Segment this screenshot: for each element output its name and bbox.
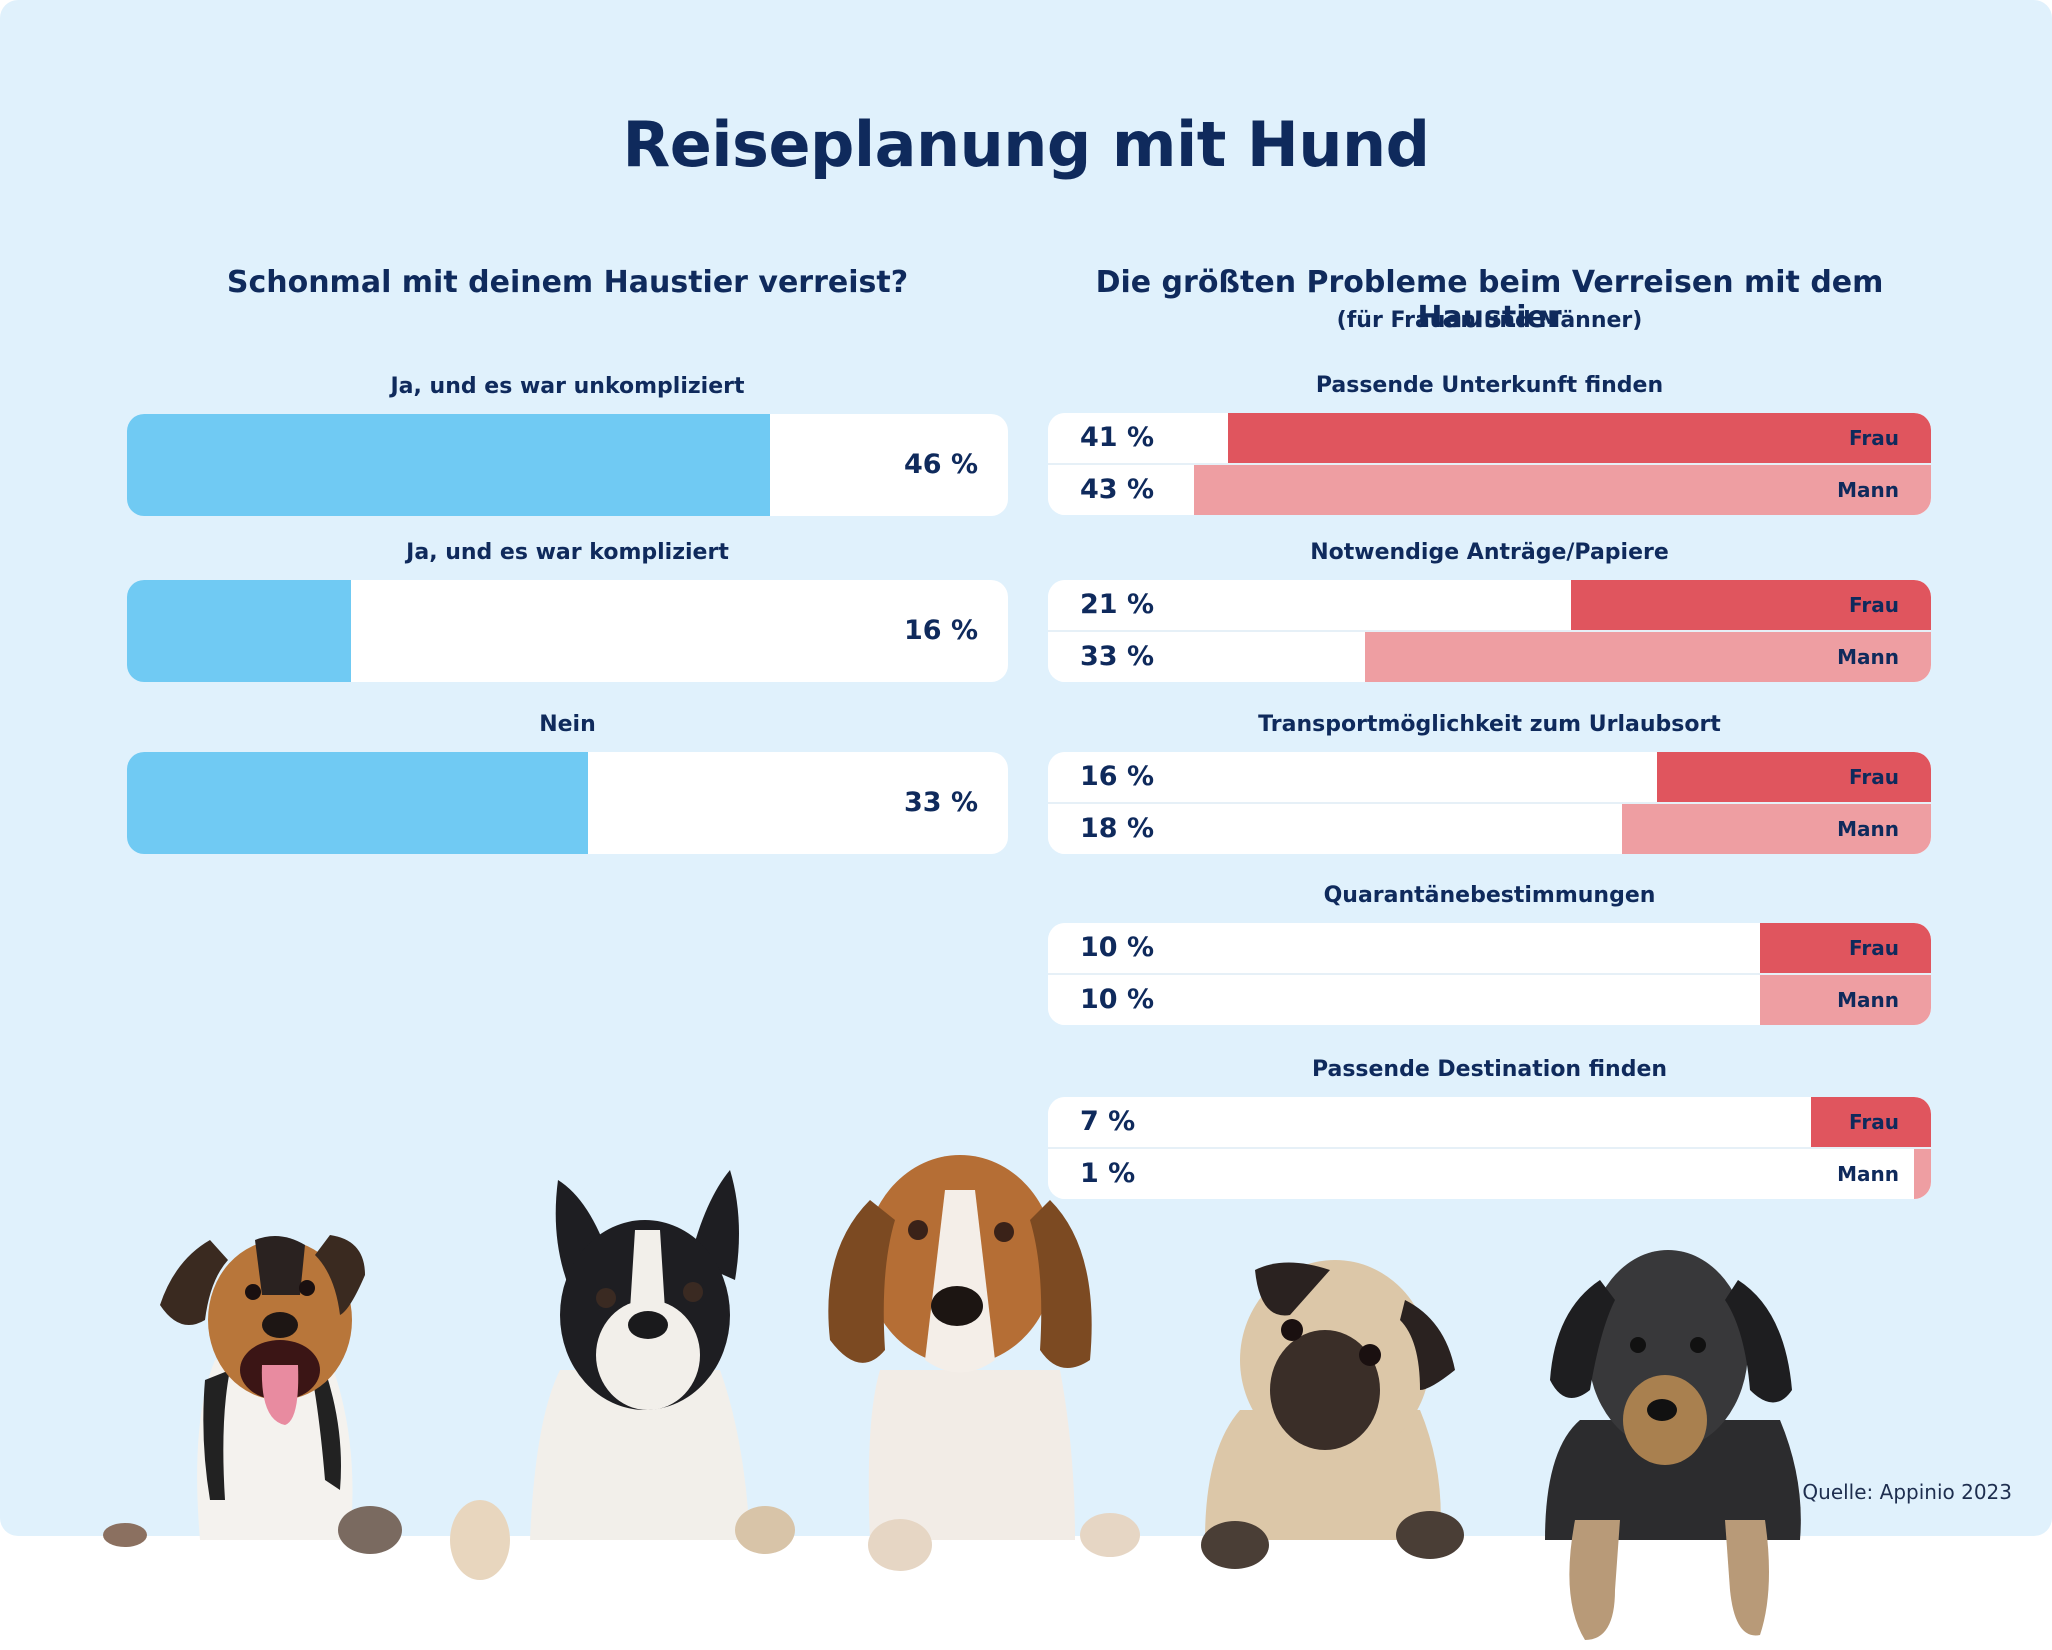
gender-label-mann: Mann — [1837, 645, 1899, 669]
bar-row-frau: 7 % Frau — [1048, 1097, 1931, 1147]
right-category-label: Quarantänebestimmungen — [1323, 883, 1656, 908]
bar-value-label-frau: 7 % — [1080, 1106, 1136, 1137]
left-bar-value-label: 33 % — [903, 787, 978, 818]
gender-label-frau: Frau — [1849, 765, 1899, 789]
row-divider — [1048, 630, 1931, 632]
bar-value-label-mann: 10 % — [1080, 984, 1155, 1015]
dog-jack-russell-image — [103, 1235, 402, 1554]
left-bar-track: 16 % — [127, 580, 1008, 682]
bar-value-label-frau: 41 % — [1080, 422, 1155, 453]
right-category-label: Passende Destination finden — [1311, 1057, 1668, 1082]
gender-label-frau: Frau — [1849, 1110, 1899, 1134]
right-bar-group: 7 % Frau 1 % Mann — [1048, 1097, 1931, 1199]
left-chart-title: Schonmal mit deinem Haustier verreist? — [226, 265, 909, 300]
dog-beagle-image — [828, 1155, 1140, 1571]
source-note: Quelle: Appinio 2023 — [1802, 1480, 2012, 1504]
left-bar-track: 33 % — [127, 752, 1008, 854]
left-category-label: Nein — [539, 712, 596, 737]
bar-row-frau: 10 % Frau — [1048, 923, 1931, 973]
bar-value-label-frau: 21 % — [1080, 589, 1155, 620]
bar-fill-mann — [1913, 1149, 1931, 1199]
bar-value-label-mann: 1 % — [1080, 1158, 1136, 1189]
left-category-label: Ja, und es war unkompliziert — [390, 374, 745, 399]
right-bar-group: 41 % Frau 43 % Mann — [1048, 413, 1931, 515]
right-bar-group: 10 % Frau 10 % Mann — [1048, 923, 1931, 1025]
row-divider — [1048, 463, 1931, 465]
dogs-illustration — [103, 1155, 1801, 1640]
right-bar-group: 21 % Frau 33 % Mann — [1048, 580, 1931, 682]
row-divider — [1048, 973, 1931, 975]
row-divider — [1048, 1147, 1931, 1149]
right-category-label: Passende Unterkunft finden — [1315, 373, 1664, 398]
right-bar-group: 16 % Frau 18 % Mann — [1048, 752, 1931, 854]
gender-label-mann: Mann — [1837, 478, 1899, 502]
bar-fill-mann — [1365, 632, 1931, 682]
bar-row-mann: 10 % Mann — [1048, 975, 1931, 1025]
dog-dachshund-image — [1545, 1250, 1801, 1640]
bar-fill-mann — [1759, 975, 1931, 1025]
row-divider — [1048, 802, 1931, 804]
bar-fill-frau — [1228, 413, 1931, 463]
gender-label-mann: Mann — [1837, 1162, 1899, 1186]
bar-row-mann: 1 % Mann — [1048, 1149, 1931, 1199]
gender-label-mann: Mann — [1837, 988, 1899, 1012]
bar-fill-frau — [1759, 923, 1931, 973]
bar-row-frau: 16 % Frau — [1048, 752, 1931, 802]
left-bar-value-label: 46 % — [903, 449, 978, 480]
gender-label-frau: Frau — [1849, 936, 1899, 960]
bar-row-mann: 18 % Mann — [1048, 804, 1931, 854]
right-category-label: Transportmöglichkeit zum Urlaubsort — [1258, 712, 1721, 737]
dog-boston-terrier-image — [450, 1170, 795, 1580]
bar-row-mann: 33 % Mann — [1048, 632, 1931, 682]
left-bar-fill — [127, 414, 771, 516]
bar-value-label-mann: 18 % — [1080, 813, 1155, 844]
gender-label-mann: Mann — [1837, 817, 1899, 841]
bar-row-frau: 41 % Frau — [1048, 413, 1931, 463]
right-chart-title: Die größten Probleme beim Verreisen mit … — [1095, 265, 1884, 335]
gender-label-frau: Frau — [1849, 426, 1899, 450]
bar-value-label-mann: 43 % — [1080, 474, 1155, 505]
bar-value-label-mann: 33 % — [1080, 641, 1155, 672]
gender-label-frau: Frau — [1849, 593, 1899, 617]
bar-row-mann: 43 % Mann — [1048, 465, 1931, 515]
left-bar-fill — [127, 752, 589, 854]
right-chart-subtitle: (für Frauen und Männer) — [1336, 308, 1643, 333]
left-category-label: Ja, und es war kompliziert — [406, 540, 729, 565]
bar-fill-mann — [1622, 804, 1931, 854]
right-category-label: Notwendige Anträge/Papiere — [1310, 540, 1669, 565]
dog-pug-image — [1201, 1260, 1464, 1569]
bar-value-label-frau: 10 % — [1080, 932, 1155, 963]
left-bar-value-label: 16 % — [903, 615, 978, 646]
bar-fill-mann — [1193, 465, 1931, 515]
left-bar-fill — [127, 580, 351, 682]
bar-value-label-frau: 16 % — [1080, 761, 1155, 792]
page-title: Reiseplanung mit Hund — [622, 108, 1430, 181]
bar-fill-frau — [1656, 752, 1931, 802]
bar-row-frau: 21 % Frau — [1048, 580, 1931, 630]
bar-fill-frau — [1810, 1097, 1931, 1147]
bar-fill-frau — [1570, 580, 1931, 630]
left-bar-track: 46 % — [127, 414, 1008, 516]
